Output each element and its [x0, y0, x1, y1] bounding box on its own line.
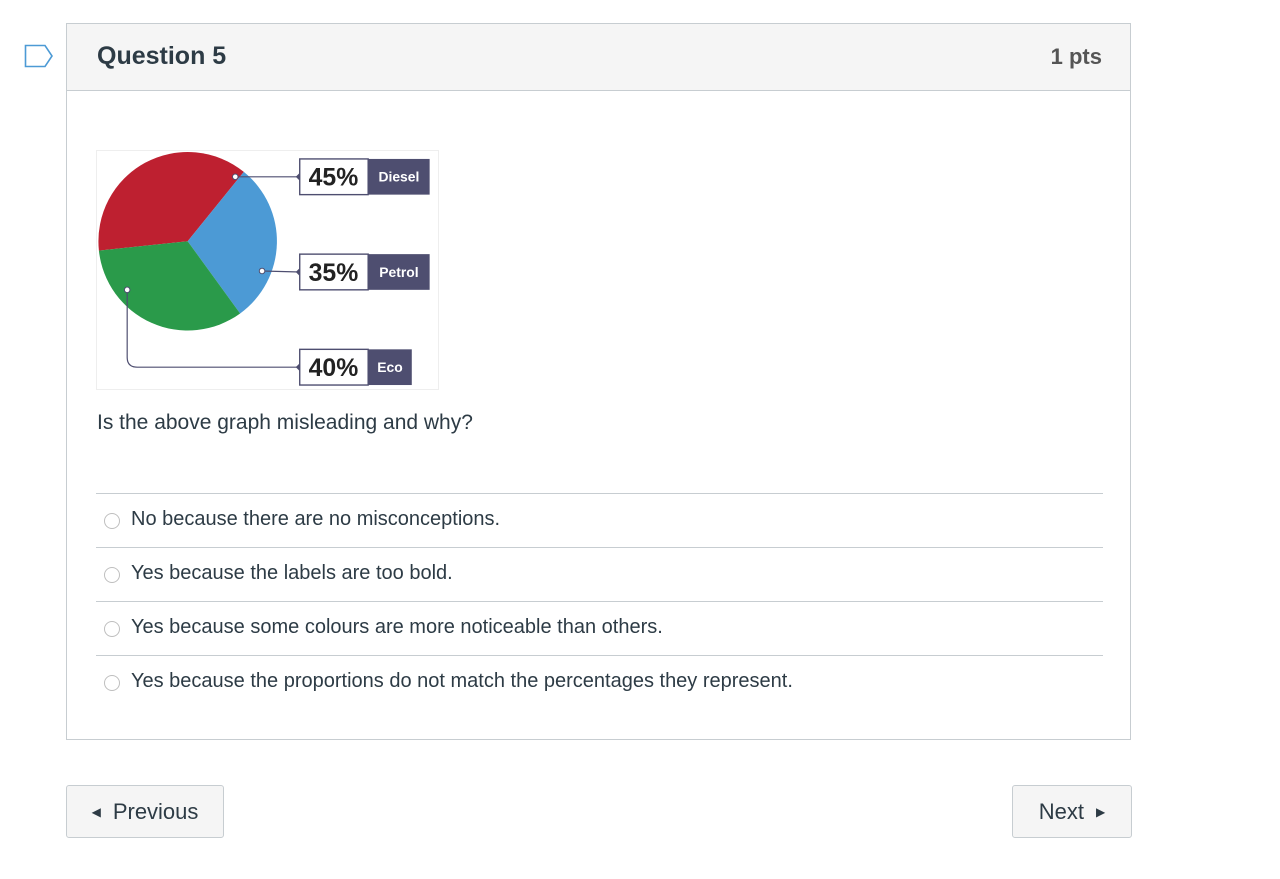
leader-arrow: [295, 172, 300, 181]
category-label: Diesel: [378, 169, 419, 185]
leader-dot: [231, 173, 239, 181]
category-box: [368, 349, 412, 386]
percent-label: 45%: [309, 165, 359, 192]
answer-label: Yes because some colours are more notice…: [131, 616, 663, 638]
triangle-right-icon: ▶: [1096, 804, 1106, 819]
radio-button[interactable]: [104, 674, 120, 691]
pie-chart: 45% Diesel 35% Petrol 40% Eco: [96, 150, 439, 390]
answer-label: No because there are no misconceptions.: [131, 508, 501, 530]
leader-line: [262, 270, 300, 273]
question-header: Question 5 1 pts: [67, 24, 1130, 91]
previous-label: Previous: [112, 798, 199, 824]
leader-dot: [123, 286, 131, 294]
flag-question-icon[interactable]: [24, 44, 54, 68]
answer-option-2[interactable]: Yes because the labels are too bold.: [96, 547, 1103, 601]
leader-arrow: [295, 363, 300, 372]
answer-label: Yes because the labels are too bold.: [131, 562, 453, 584]
radio-button[interactable]: [104, 620, 120, 637]
question-title: Question 5: [97, 42, 227, 70]
next-button[interactable]: Next ▶: [1012, 785, 1132, 838]
question-card: Question 5 1 pts 45% Diesel 35% Petrol 40% Ec…: [66, 23, 1131, 740]
category-label: Petrol: [379, 264, 418, 280]
leader-arrow: [295, 268, 300, 276]
answer-option-4[interactable]: Yes because the proportions do not match…: [96, 655, 1103, 709]
pie-slice-eco: [98, 241, 241, 331]
percent-label: 35%: [309, 260, 359, 287]
radio-button[interactable]: [104, 512, 120, 529]
answer-option-1[interactable]: No because there are no misconceptions.: [96, 493, 1103, 547]
leader-dot: [258, 267, 266, 275]
leader-line: [126, 289, 300, 368]
next-label: Next: [1038, 798, 1084, 824]
percent-label: 40%: [309, 355, 359, 382]
answer-label: Yes because the proportions do not match…: [131, 670, 793, 692]
question-points: 1 pts: [1050, 44, 1102, 69]
category-label: Eco: [377, 359, 402, 375]
radio-button[interactable]: [104, 566, 120, 583]
answer-list: No because there are no misconceptions. …: [96, 493, 1103, 709]
category-box: [368, 254, 430, 290]
question-prompt: Is the above graph misleading and why?: [97, 411, 473, 434]
category-box: [368, 158, 430, 195]
answer-option-3[interactable]: Yes because some colours are more notice…: [96, 601, 1103, 655]
pie-slice-diesel: [98, 151, 244, 251]
pie-slice-petrol: [187, 171, 277, 314]
previous-button[interactable]: ◀ Previous: [66, 785, 224, 838]
triangle-left-icon: ◀: [91, 804, 101, 819]
